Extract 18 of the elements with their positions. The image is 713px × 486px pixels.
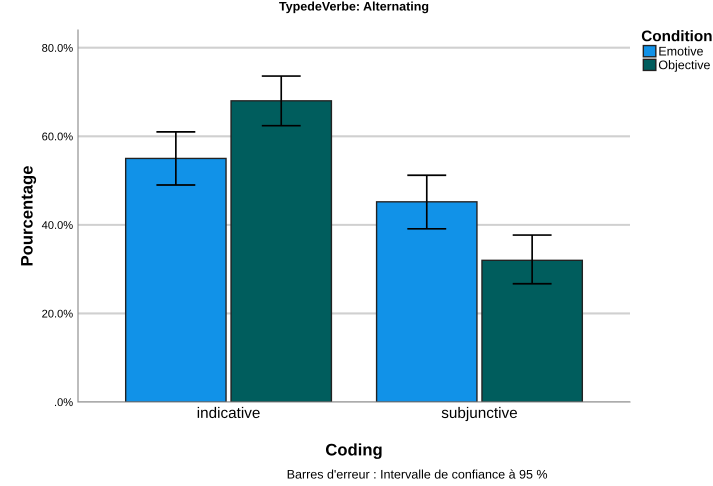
legend-title: Condition [642,30,712,42]
legend-label: Emotive [659,46,703,56]
legend-label: Objective [658,60,710,72]
y-tick-label: 80.0% [42,44,73,52]
y-tick-label: .0% [55,398,73,406]
y-tick-label: 60.0% [42,132,73,140]
x-axis-title: Coding [326,443,382,459]
x-tick-label: indicative [198,406,260,418]
chart-title: TypedeVerbe: Alternating [279,1,428,14]
text: Barres d'erreur : Intervalle de confiance à 95 % [288,469,548,479]
x-tick-label: subjunctive [442,406,517,422]
bar [376,201,478,402]
bar [124,158,227,402]
y-tick-label: 20.0% [42,310,73,318]
y-tick-label: 40.0% [42,221,73,229]
y-axis-title: Pourcentage [21,166,36,266]
bar [230,100,332,402]
bar [481,260,584,402]
